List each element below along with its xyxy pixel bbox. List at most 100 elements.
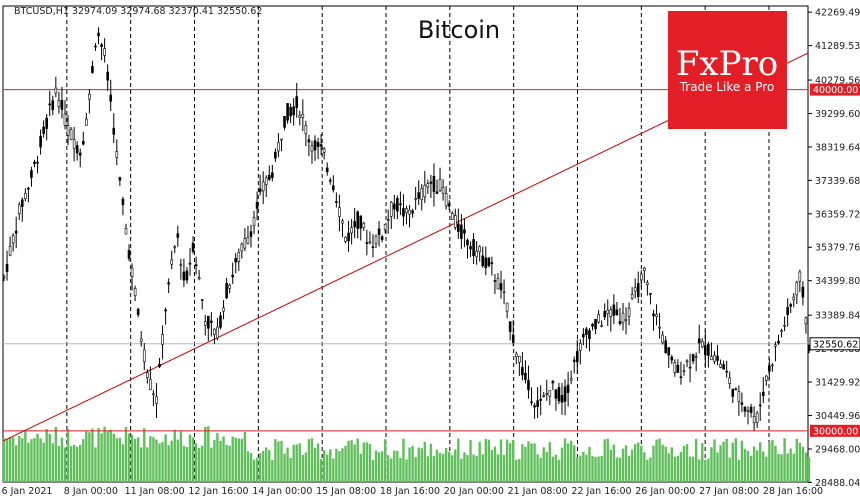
- candle-body: [155, 396, 158, 404]
- volume-bar: [609, 449, 612, 482]
- volume-bar: [261, 450, 265, 482]
- volume-bar: [704, 459, 707, 482]
- candle-body: [609, 309, 613, 317]
- volume-bar: [728, 457, 731, 482]
- candle-body: [313, 140, 317, 151]
- candle-body: [490, 262, 494, 264]
- volume-bar: [234, 437, 237, 482]
- volume-bar: [487, 439, 491, 482]
- y-tick-label: 30449.96: [815, 411, 860, 422]
- candle-body: [365, 242, 369, 244]
- volume-bar: [335, 448, 338, 482]
- candle-body: [127, 250, 131, 259]
- volume-bar: [469, 440, 472, 482]
- volume-bar: [682, 445, 686, 482]
- candle-body: [771, 364, 774, 367]
- candle-body: [164, 309, 167, 312]
- volume-bar: [582, 451, 585, 482]
- volume-bar: [725, 438, 728, 482]
- candle-body: [133, 288, 137, 297]
- candle-body: [575, 351, 579, 363]
- candle-body: [374, 235, 378, 244]
- volume-bar: [60, 437, 64, 482]
- volume-bar: [167, 445, 170, 482]
- candle-body: [2, 275, 6, 278]
- volume-bar: [691, 456, 695, 482]
- candle-body: [280, 138, 283, 141]
- volume-bar: [743, 448, 747, 482]
- x-tick-label: 22 Jan 16:00: [571, 486, 631, 497]
- candle-body: [557, 387, 561, 402]
- volume-bar: [576, 457, 579, 482]
- volume-bar: [795, 438, 799, 482]
- volume-bar: [204, 426, 207, 482]
- candle-body: [359, 215, 363, 229]
- candle-body: [786, 307, 789, 315]
- candle-body: [170, 259, 174, 265]
- volume-bar: [91, 428, 94, 482]
- volume-bar: [48, 433, 51, 482]
- volume-bar: [118, 437, 122, 482]
- candle-body: [426, 183, 430, 188]
- candle-body: [752, 416, 756, 424]
- candle-body: [652, 313, 655, 316]
- candle-body: [75, 145, 79, 154]
- candle-body: [694, 356, 698, 358]
- volume-bar: [69, 446, 73, 482]
- y-tick-label: 36359.72: [815, 209, 860, 220]
- volume-bar: [545, 451, 548, 482]
- candle-body: [307, 139, 311, 143]
- candle-body: [112, 127, 116, 135]
- candle-body: [124, 228, 128, 235]
- volume-bar: [637, 442, 640, 482]
- volume-bar: [347, 440, 350, 482]
- volume-bar: [307, 439, 311, 482]
- candle-body: [261, 181, 265, 192]
- candle-body: [393, 203, 396, 210]
- candle-body: [286, 103, 289, 121]
- candle-body: [758, 404, 762, 407]
- volume-bar: [481, 454, 484, 482]
- volume-bar: [152, 437, 155, 482]
- volume-bar: [774, 445, 777, 482]
- x-axis: 6 Jan 2021 8 Jan 00:00 11 Jan 08:00 12 Jan …: [2, 486, 824, 497]
- candle-body: [566, 384, 570, 393]
- volume-bar: [100, 433, 103, 482]
- candle-body: [20, 199, 24, 207]
- volume-bar: [441, 453, 445, 482]
- y-tick-label: 33389.84: [815, 311, 860, 322]
- candle-body: [69, 129, 73, 141]
- volume-bar: [82, 439, 85, 482]
- candle-body: [182, 271, 186, 281]
- candle-body: [194, 264, 198, 267]
- volume-bar: [387, 455, 390, 482]
- volume-bar: [780, 454, 783, 482]
- candle-body: [798, 271, 802, 282]
- fxpro-logo: FxPro Trade Like a Pro: [668, 11, 787, 129]
- candles: [2, 27, 811, 431]
- candle-body: [514, 353, 518, 357]
- volume-bar: [289, 457, 292, 482]
- y-tick-label: 31429.92: [815, 378, 860, 389]
- candle-body: [158, 363, 161, 368]
- volume-bar: [359, 453, 362, 482]
- candle-body: [765, 375, 768, 381]
- volume-bar: [33, 438, 36, 482]
- volume-bar: [164, 434, 167, 482]
- volume-bar: [618, 457, 622, 482]
- x-tick-label: 6 Jan 2021: [2, 486, 53, 497]
- candle-body: [572, 359, 576, 362]
- horizontal-levels: 40000.00 30000.00: [3, 83, 860, 437]
- volume-bar: [255, 458, 259, 482]
- volume-bar: [698, 459, 701, 482]
- candle-body: [271, 172, 274, 179]
- candle-body: [328, 179, 332, 182]
- volume-bar: [399, 457, 402, 482]
- candle-body: [63, 113, 67, 126]
- volume-bar: [194, 443, 198, 482]
- volume-bar: [115, 438, 119, 482]
- candle-body: [310, 145, 314, 152]
- candle-body: [697, 338, 701, 344]
- volume-bar: [710, 447, 713, 482]
- volume-bar: [179, 431, 183, 482]
